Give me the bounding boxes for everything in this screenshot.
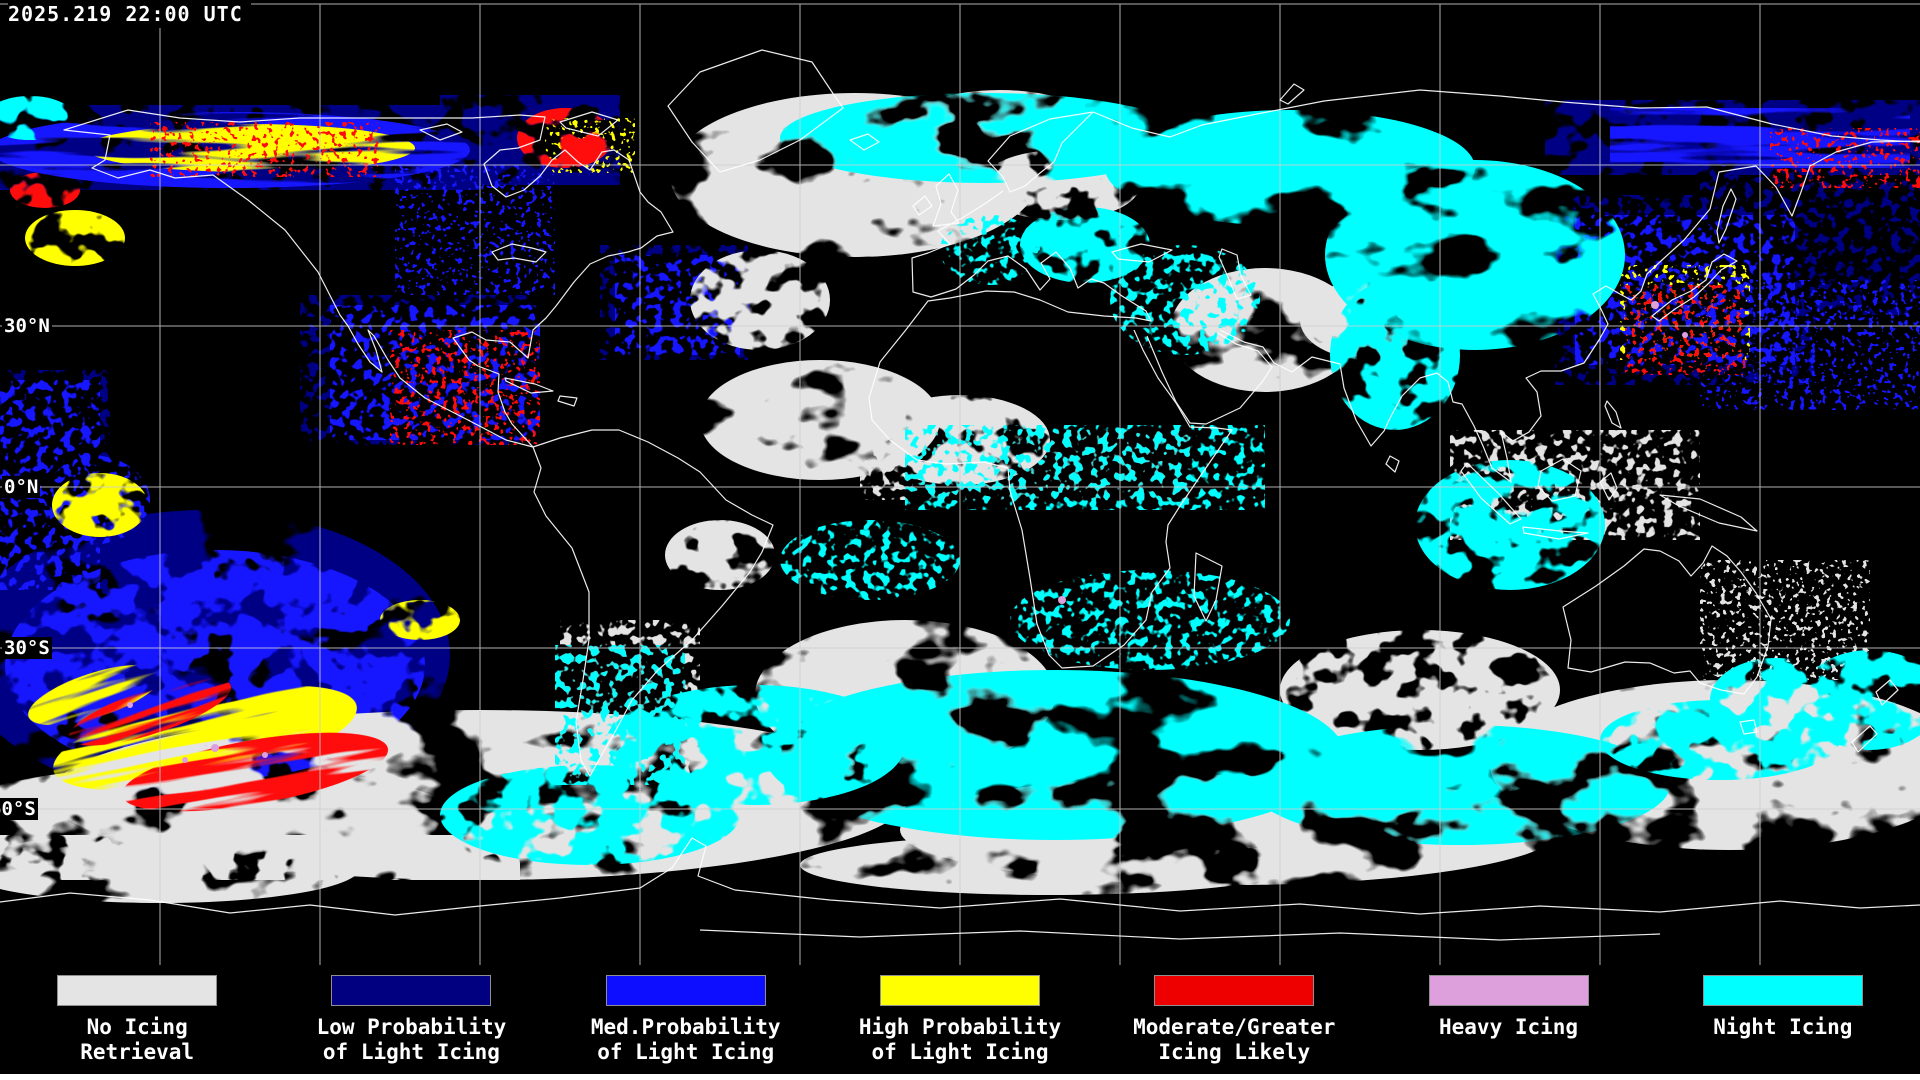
legend-item-high-probability: High Probability of Light Icing xyxy=(823,965,1097,1074)
legend-swatch-no-icing xyxy=(57,975,218,1006)
legend-label: of Light Icing xyxy=(597,1040,775,1064)
lat-label-30s: 30°S xyxy=(2,637,52,659)
legend-swatch-low-probability xyxy=(331,975,492,1006)
legend-item-moderate-greater: Moderate/Greater Icing Likely xyxy=(1097,965,1371,1074)
icing-layer-moderate-greater xyxy=(10,108,1920,812)
legend-item-no-icing: No Icing Retrieval xyxy=(0,965,274,1074)
legend-label: of Light Icing xyxy=(871,1040,1049,1064)
legend-label: Retrieval xyxy=(80,1040,195,1064)
legend-label: High Probability xyxy=(858,1015,1062,1039)
legend-label: Night Icing xyxy=(1713,1015,1853,1039)
legend-swatch-night-icing xyxy=(1702,975,1863,1006)
legend-label: Moderate/Greater xyxy=(1133,1015,1336,1039)
legend-item-night-icing: Night Icing xyxy=(1646,965,1920,1074)
legend-item-heavy-icing: Heavy Icing xyxy=(1371,965,1645,1074)
lat-label-30n: 30°N xyxy=(2,315,52,337)
legend-item-med-probability: Med.Probability of Light Icing xyxy=(549,965,823,1074)
bottom-strip xyxy=(0,1074,1920,1080)
legend-label: Low Probability xyxy=(316,1015,507,1039)
icing-layer-night xyxy=(0,93,1920,865)
legend-label: No Icing xyxy=(86,1015,188,1039)
legend-swatch-moderate-greater xyxy=(1154,975,1315,1006)
legend-item-low-probability: Low Probability of Light Icing xyxy=(274,965,548,1074)
world-map-graphic xyxy=(0,3,1920,965)
graticule xyxy=(0,3,1920,965)
timestamp: 2025.219 22:00 UTC xyxy=(8,2,251,28)
legend-label: Med.Probability xyxy=(590,1015,781,1039)
legend-swatch-high-probability xyxy=(879,975,1040,1006)
lat-label-60s: 60°S xyxy=(0,798,38,820)
lat-label-0n: 0°N xyxy=(2,476,41,498)
world-icing-map: 2025.219 22:00 UTC 30°N 0°N 30°S 60°S xyxy=(0,0,1920,965)
coastlines xyxy=(0,49,1920,941)
legend: No Icing Retrieval Low Probability of Li… xyxy=(0,965,1920,1074)
legend-swatch-heavy-icing xyxy=(1428,975,1589,1006)
legend-label: Heavy Icing xyxy=(1439,1015,1579,1039)
legend-label: Icing Likely xyxy=(1158,1040,1311,1064)
legend-swatch-med-probability xyxy=(605,975,766,1006)
legend-label: of Light Icing xyxy=(322,1040,500,1064)
icing-layer-heavy xyxy=(127,301,1688,763)
